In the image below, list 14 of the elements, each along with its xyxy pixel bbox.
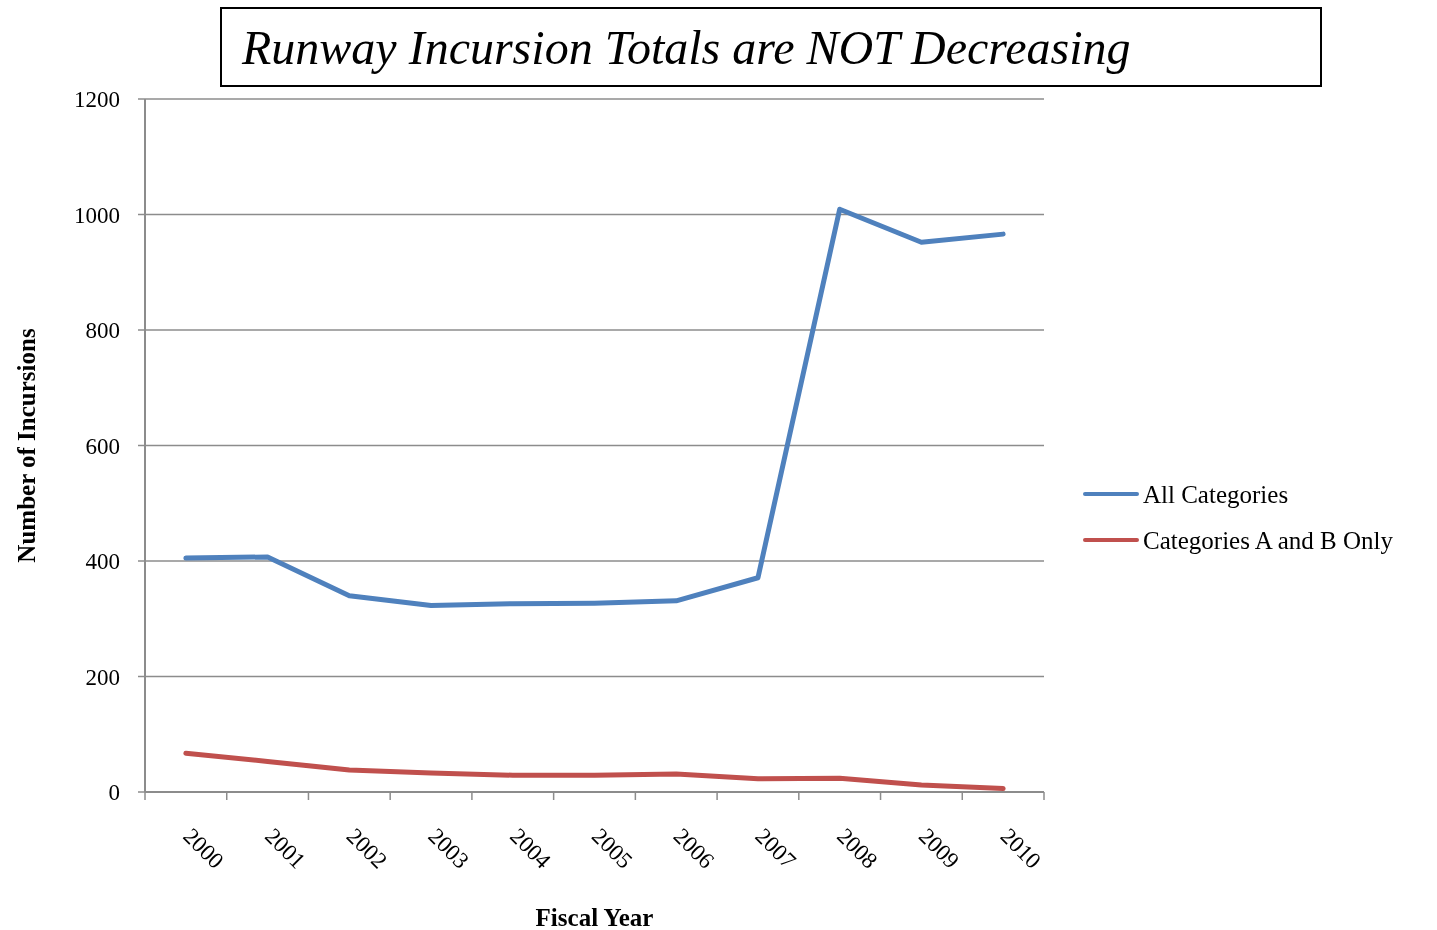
y-tick-label: 800 — [85, 318, 120, 344]
legend-label: All Categories — [1143, 480, 1289, 508]
x-tick-label: 2007 — [750, 823, 801, 874]
y-tick-label: 1000 — [74, 202, 120, 228]
y-tick-label: 0 — [108, 780, 120, 806]
x-axis-title: Fiscal Year — [535, 903, 654, 930]
y-tick-label: 400 — [85, 549, 120, 575]
y-tick-label: 200 — [85, 664, 120, 690]
y-axis-title: Number of Incursions — [12, 328, 40, 563]
y-tick-label: 600 — [85, 433, 120, 459]
legend-label: Categories A and B Only — [1143, 526, 1394, 554]
x-tick-label: 2009 — [913, 823, 965, 874]
chart-title: Runway Incursion Totals are NOT Decreasing — [241, 21, 1131, 74]
y-tick-label: 1200 — [74, 87, 120, 113]
